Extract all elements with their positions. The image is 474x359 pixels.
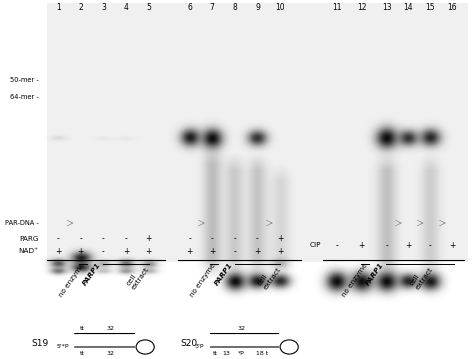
FancyBboxPatch shape [47, 4, 468, 262]
Text: -: - [256, 234, 259, 243]
Text: 10: 10 [275, 3, 285, 12]
Text: cell
extract: cell extract [125, 262, 151, 290]
Text: -: - [125, 234, 128, 243]
Text: -: - [102, 234, 105, 243]
Text: 50-mer -: 50-mer - [10, 76, 39, 83]
Text: 15: 15 [426, 3, 435, 12]
Text: tt: tt [213, 351, 218, 356]
Text: -: - [385, 241, 388, 250]
Text: +: + [358, 241, 365, 250]
Text: 32: 32 [237, 326, 246, 331]
Text: 1: 1 [56, 3, 61, 12]
Text: PARP1: PARP1 [82, 262, 102, 287]
Text: cell
extract: cell extract [408, 262, 434, 290]
Text: -: - [336, 241, 338, 250]
Text: no enzyme: no enzyme [58, 262, 86, 298]
Text: 13: 13 [223, 351, 231, 356]
Text: CIP: CIP [310, 242, 321, 248]
Text: +: + [78, 247, 84, 256]
Text: 5'*P: 5'*P [56, 345, 69, 350]
Text: +: + [449, 241, 456, 250]
Text: 13: 13 [382, 3, 392, 12]
Text: 32: 32 [106, 326, 114, 331]
Text: PARP1: PARP1 [214, 262, 234, 287]
Text: no enzyme: no enzyme [190, 262, 217, 298]
Text: 3: 3 [101, 3, 106, 12]
Text: +: + [277, 234, 283, 243]
Text: +: + [405, 241, 411, 250]
Text: tt: tt [80, 326, 85, 331]
Text: S20: S20 [181, 339, 198, 348]
Text: 4: 4 [124, 3, 128, 12]
Text: -: - [188, 234, 191, 243]
Text: 32: 32 [106, 351, 114, 356]
Text: cell
extract: cell extract [256, 262, 282, 290]
Text: -: - [211, 234, 214, 243]
Text: 6: 6 [187, 3, 192, 12]
Text: +: + [277, 247, 283, 256]
Text: 14: 14 [403, 3, 413, 12]
Text: 5: 5 [146, 3, 151, 12]
Text: +: + [254, 247, 261, 256]
Text: 2: 2 [79, 3, 83, 12]
Text: 16: 16 [447, 3, 457, 12]
Text: +: + [146, 234, 152, 243]
Text: 9: 9 [255, 3, 260, 12]
Text: -: - [234, 234, 236, 243]
Text: 3'P: 3'P [195, 345, 204, 350]
Text: -: - [234, 247, 236, 256]
Text: -: - [102, 247, 105, 256]
Text: *P: *P [238, 351, 245, 356]
Text: 7: 7 [210, 3, 215, 12]
Text: no enzyme: no enzyme [341, 262, 369, 298]
Text: tt: tt [80, 351, 85, 356]
Text: -: - [429, 241, 432, 250]
Text: 64-mer -: 64-mer - [10, 94, 39, 100]
Text: PARP1: PARP1 [365, 262, 385, 287]
Text: NAD⁺: NAD⁺ [19, 248, 39, 255]
Text: +: + [186, 247, 193, 256]
Text: -: - [80, 234, 82, 243]
Text: +: + [55, 247, 62, 256]
Text: PARG: PARG [19, 236, 39, 242]
Text: +: + [123, 247, 129, 256]
Text: 12: 12 [357, 3, 366, 12]
Text: 18 t: 18 t [256, 351, 268, 356]
Text: PAR-DNA -: PAR-DNA - [5, 220, 39, 226]
Text: +: + [146, 247, 152, 256]
Text: S19: S19 [31, 339, 48, 348]
Text: 11: 11 [332, 3, 341, 12]
Text: -: - [57, 234, 60, 243]
Text: +: + [209, 247, 215, 256]
Text: 8: 8 [232, 3, 237, 12]
